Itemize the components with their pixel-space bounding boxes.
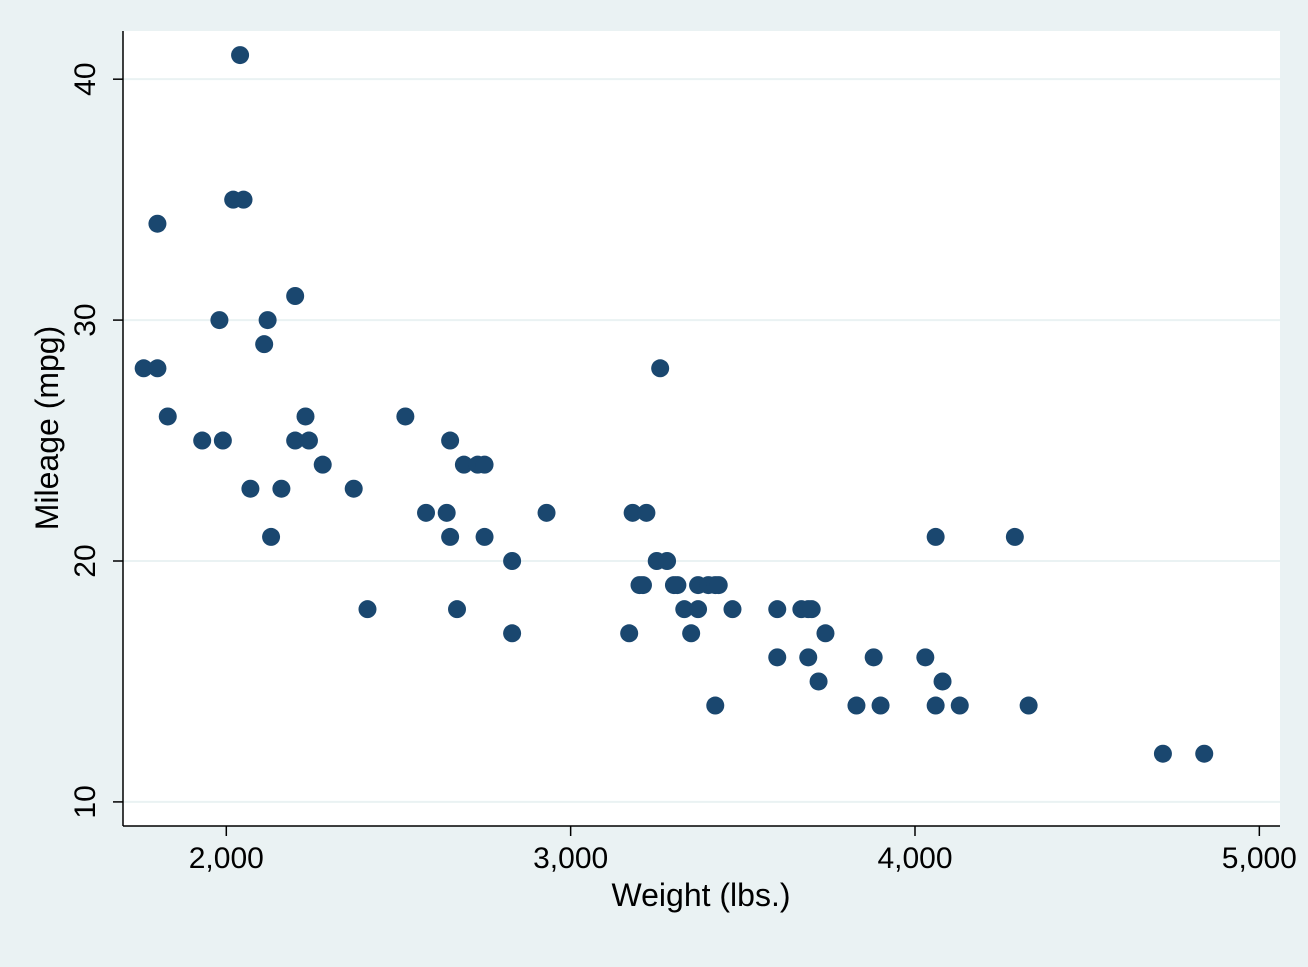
data-point (475, 527, 494, 546)
data-point (871, 696, 890, 715)
data-point (441, 431, 460, 450)
y-tick-label: 40 (69, 62, 102, 95)
data-point (1153, 744, 1172, 763)
data-point (258, 311, 277, 330)
data-point (213, 431, 232, 450)
y-axis-ticks: 10 20 30 40 (69, 62, 123, 819)
data-point (441, 527, 460, 546)
data-point (475, 455, 494, 474)
data-point (134, 359, 153, 378)
data-points (134, 46, 1214, 763)
data-point (255, 335, 274, 354)
data-point (148, 359, 167, 378)
data-point (658, 552, 677, 570)
data-point (286, 431, 305, 450)
data-point (344, 479, 363, 498)
data-point (358, 600, 377, 619)
data-point (158, 407, 177, 426)
x-tick-label: 4,000 (877, 842, 952, 875)
x-axis-ticks: 2,000 3,000 4,000 5,000 (189, 826, 1297, 875)
data-point (633, 576, 652, 595)
data-point (437, 503, 456, 522)
y-axis-label: Mileage (mpg) (29, 326, 65, 531)
data-point (864, 648, 883, 667)
data-point (210, 311, 229, 330)
data-point (623, 503, 642, 522)
data-point (668, 576, 687, 595)
data-point (454, 455, 473, 474)
data-point (916, 648, 935, 667)
data-point (689, 600, 708, 619)
data-point (809, 672, 828, 691)
axes (122, 31, 1280, 827)
data-point (768, 648, 787, 667)
data-point (537, 503, 556, 522)
y-tick-label: 20 (69, 544, 102, 577)
data-point (1019, 696, 1038, 715)
y-tick-label: 10 (69, 785, 102, 818)
data-point (1005, 527, 1024, 546)
x-tick-label: 2,000 (189, 842, 264, 875)
data-point (296, 407, 315, 426)
data-point (637, 503, 656, 522)
data-point (272, 479, 291, 498)
data-point (723, 600, 742, 619)
data-point (651, 359, 670, 378)
data-point (799, 648, 818, 667)
data-point (675, 600, 694, 619)
data-point (709, 576, 728, 595)
data-point (448, 600, 467, 619)
data-point (706, 696, 725, 715)
data-point (417, 503, 436, 522)
data-point (503, 624, 522, 643)
data-point (926, 696, 945, 715)
data-point (950, 696, 969, 715)
grid-lines (123, 78, 1280, 803)
x-axis-label: Weight (lbs.) (611, 877, 790, 913)
data-point (241, 479, 260, 498)
data-point (620, 624, 639, 643)
data-point (299, 431, 318, 450)
y-tick-label: 30 (69, 303, 102, 336)
data-point (926, 527, 945, 546)
plot-area (123, 31, 1280, 826)
data-point (286, 287, 305, 305)
data-point (503, 552, 522, 570)
data-point (148, 214, 167, 233)
x-tick-label: 3,000 (533, 842, 608, 875)
data-point (313, 455, 332, 474)
data-point (682, 624, 701, 643)
data-point (802, 600, 821, 619)
data-point (231, 46, 250, 65)
data-point (768, 600, 787, 619)
data-point (933, 672, 952, 691)
data-point (847, 696, 866, 715)
data-point (396, 407, 415, 426)
data-point (262, 527, 281, 546)
data-point (1195, 744, 1214, 763)
x-tick-label: 5,000 (1222, 842, 1297, 875)
data-point (816, 624, 835, 643)
data-point (234, 190, 253, 209)
data-point (193, 431, 212, 450)
